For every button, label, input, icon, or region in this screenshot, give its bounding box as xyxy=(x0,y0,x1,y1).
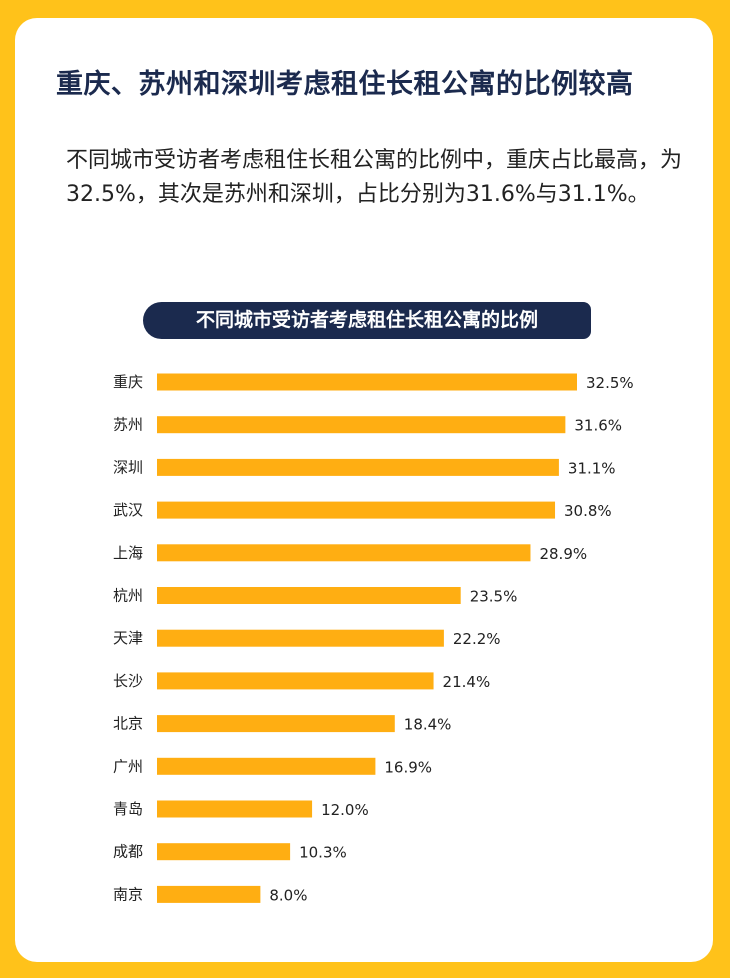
category-label: 天津 xyxy=(113,629,143,647)
bar xyxy=(157,373,577,391)
value-label: 18.4% xyxy=(404,716,452,734)
bar xyxy=(157,672,434,690)
value-label: 22.2% xyxy=(453,630,501,648)
value-label: 28.9% xyxy=(539,545,587,563)
value-label: 16.9% xyxy=(384,758,432,776)
category-label: 成都 xyxy=(113,843,143,861)
card xyxy=(15,18,713,962)
bar xyxy=(157,629,444,647)
category-label: 北京 xyxy=(113,715,143,733)
page-title: 重庆、苏州和深圳考虑租住长租公寓的比例较高 xyxy=(56,69,634,100)
category-label: 深圳 xyxy=(113,458,143,476)
value-label: 32.5% xyxy=(586,374,634,392)
category-label: 武汉 xyxy=(113,501,143,519)
bar xyxy=(157,416,566,434)
bar xyxy=(157,544,531,562)
category-label: 长沙 xyxy=(113,672,143,690)
bar xyxy=(157,843,291,861)
bar xyxy=(157,715,395,733)
value-label: 31.6% xyxy=(574,417,622,435)
bar xyxy=(157,458,559,476)
category-label: 广州 xyxy=(113,757,143,775)
bar xyxy=(157,885,261,903)
bar xyxy=(157,587,461,604)
category-label: 重庆 xyxy=(113,373,143,391)
value-label: 23.5% xyxy=(470,588,518,606)
category-label: 苏州 xyxy=(113,416,143,434)
description: 不同城市受访者考虑租住长租公寓的比例中，重庆占比最高，为32.5%，其次是苏州和… xyxy=(66,148,683,207)
value-label: 30.8% xyxy=(564,502,612,520)
category-label: 南京 xyxy=(113,885,143,903)
category-label: 杭州 xyxy=(113,587,143,605)
value-label: 12.0% xyxy=(321,801,369,819)
bar xyxy=(157,757,376,775)
category-label: 上海 xyxy=(113,544,143,562)
chart-title: 不同城市受访者考虑租住长租公寓的比例 xyxy=(143,302,591,339)
value-label: 8.0% xyxy=(269,886,307,904)
category-label: 青岛 xyxy=(113,800,143,818)
value-label: 31.1% xyxy=(568,459,616,477)
bar xyxy=(157,501,556,519)
value-label: 21.4% xyxy=(443,673,491,691)
value-label: 10.3% xyxy=(299,844,347,862)
bar xyxy=(157,800,313,818)
